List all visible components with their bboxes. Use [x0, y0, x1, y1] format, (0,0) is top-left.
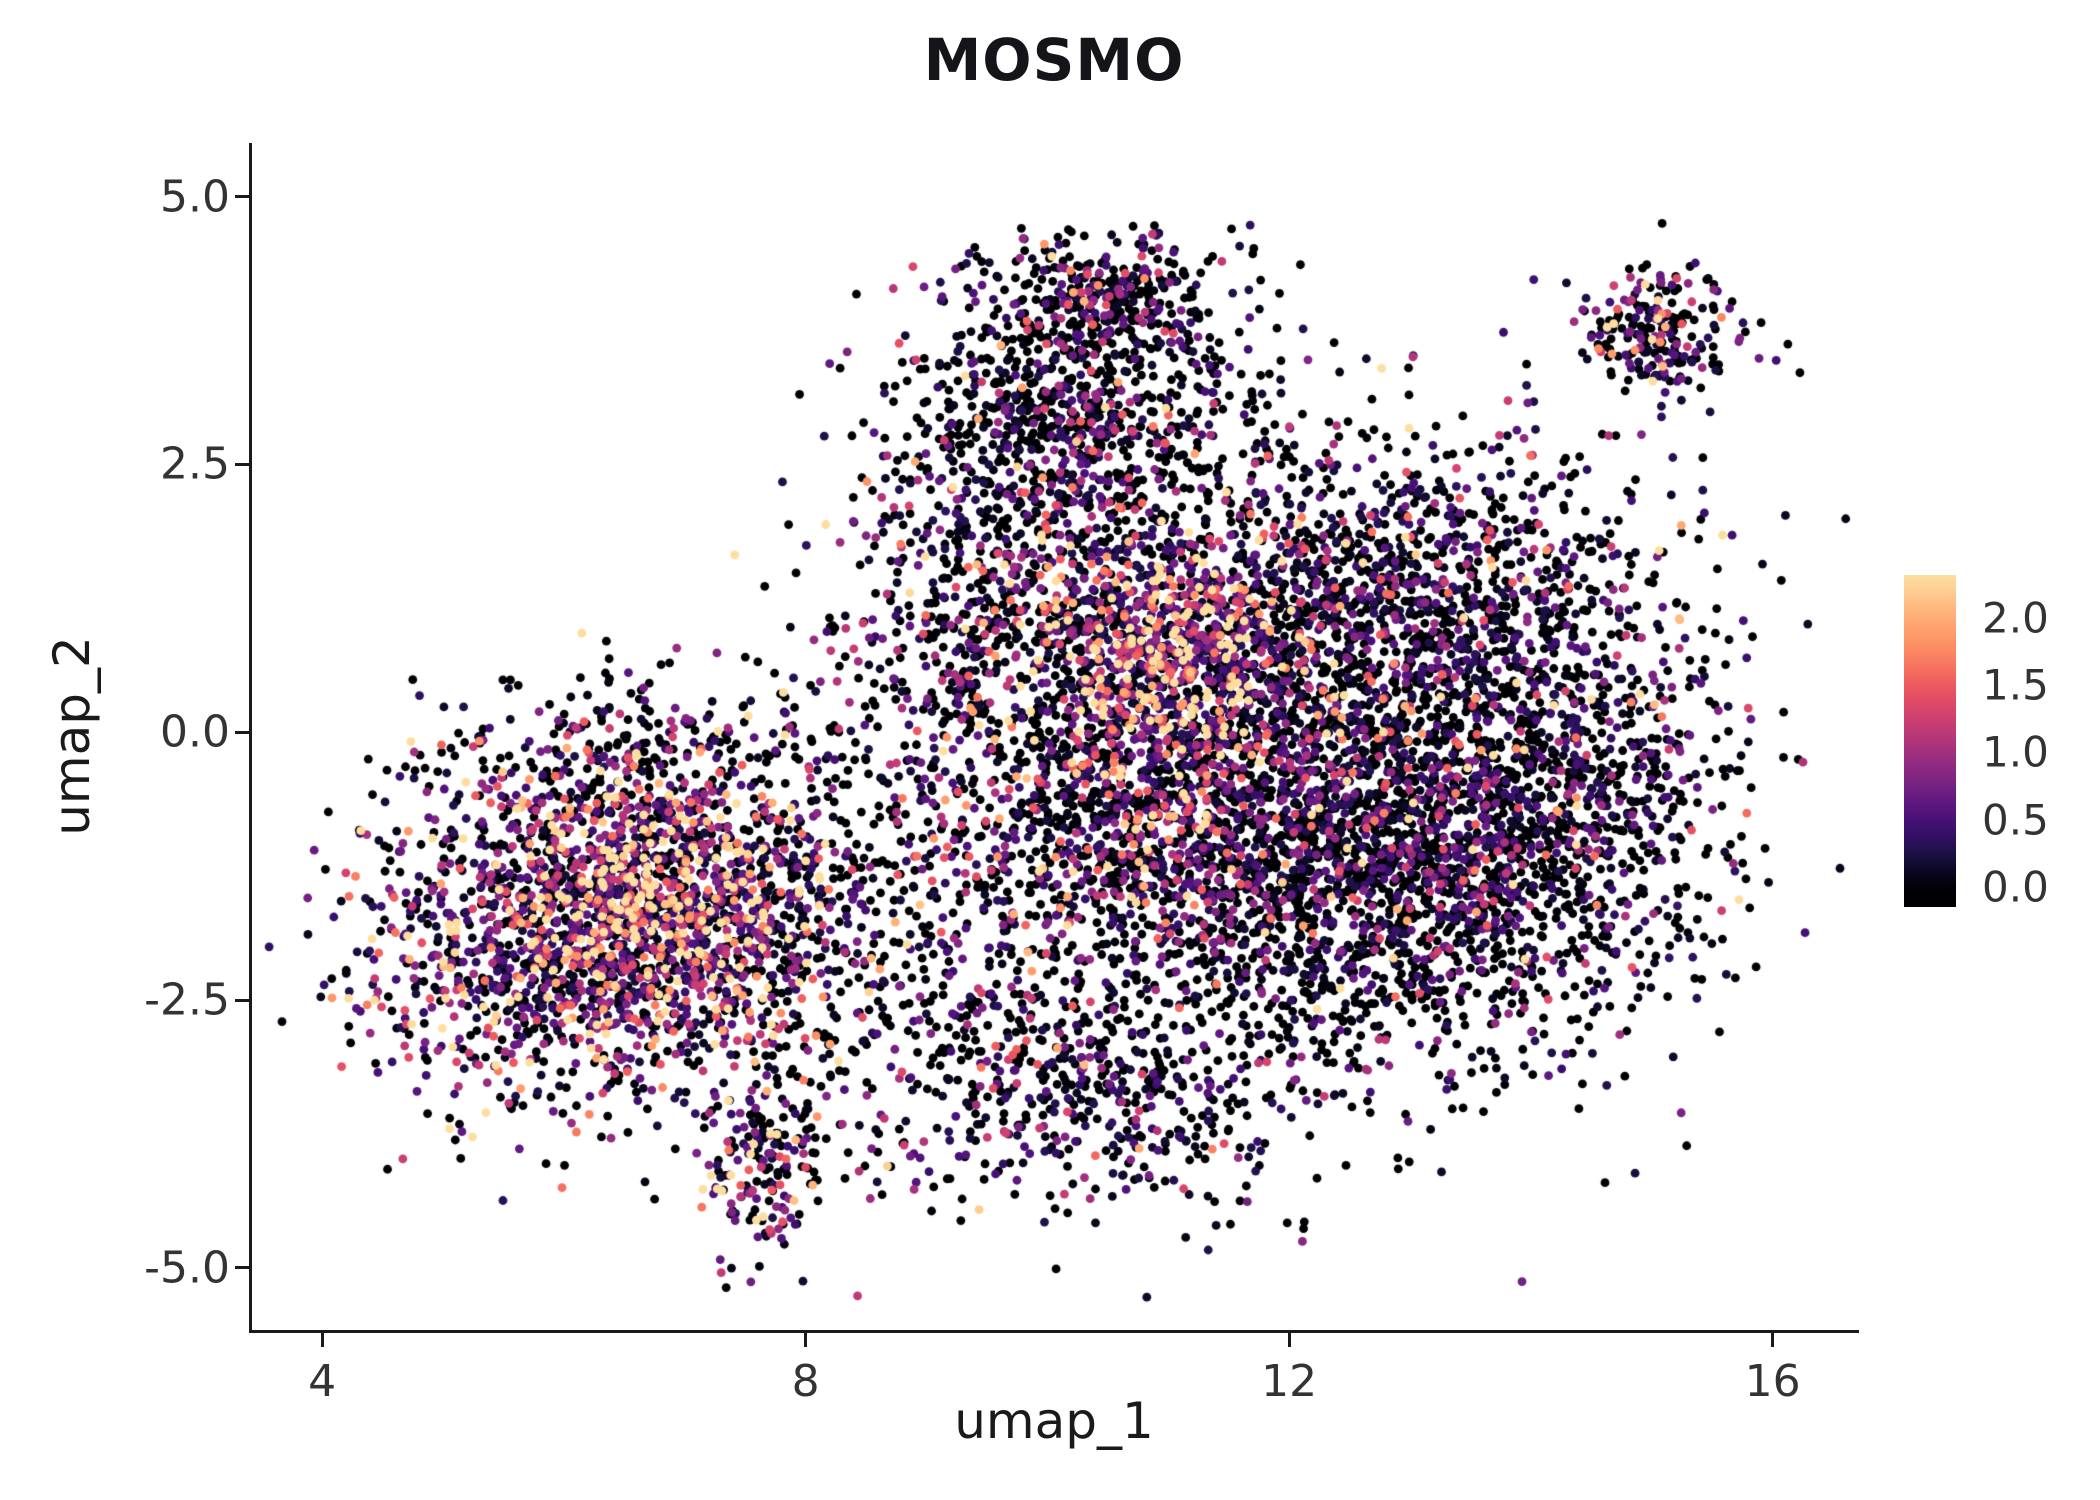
scatter-canvas — [252, 143, 1856, 1330]
x-axis-title: umap_1 — [954, 1392, 1154, 1450]
x-tick-label: 16 — [1744, 1356, 1801, 1407]
x-tick-mark — [804, 1333, 808, 1347]
y-axis-title: umap_2 — [43, 636, 101, 836]
colorbar-tick-label: 1.0 — [1982, 727, 2049, 777]
y-tick-label: -2.5 — [144, 974, 230, 1026]
y-tick-label: 2.5 — [160, 438, 230, 490]
y-tick-mark — [235, 998, 249, 1002]
x-tick-mark — [1771, 1333, 1775, 1347]
y-tick-mark — [235, 730, 249, 734]
x-axis-line — [249, 1330, 1859, 1333]
colorbar-tick-label: 2.0 — [1982, 593, 2049, 643]
y-tick-label: 5.0 — [160, 171, 230, 223]
x-tick-label: 12 — [1261, 1356, 1318, 1407]
x-tick-label: 4 — [308, 1356, 337, 1407]
x-tick-mark — [320, 1333, 324, 1347]
y-tick-label: 0.0 — [160, 706, 230, 758]
colorbar-tick-label: 1.5 — [1982, 660, 2049, 710]
y-axis-line — [249, 143, 252, 1333]
y-tick-label: -5.0 — [144, 1242, 230, 1294]
colorbar-tick-label: 0.5 — [1982, 795, 2049, 845]
x-tick-label: 8 — [791, 1356, 820, 1407]
plot-title: MOSMO — [923, 26, 1185, 94]
y-tick-mark — [235, 1266, 249, 1270]
x-tick-mark — [1287, 1333, 1291, 1347]
colorbar-tick-label: 0.0 — [1982, 862, 2049, 912]
y-tick-mark — [235, 462, 249, 466]
y-tick-mark — [235, 195, 249, 199]
colorbar-gradient — [1904, 575, 1956, 907]
